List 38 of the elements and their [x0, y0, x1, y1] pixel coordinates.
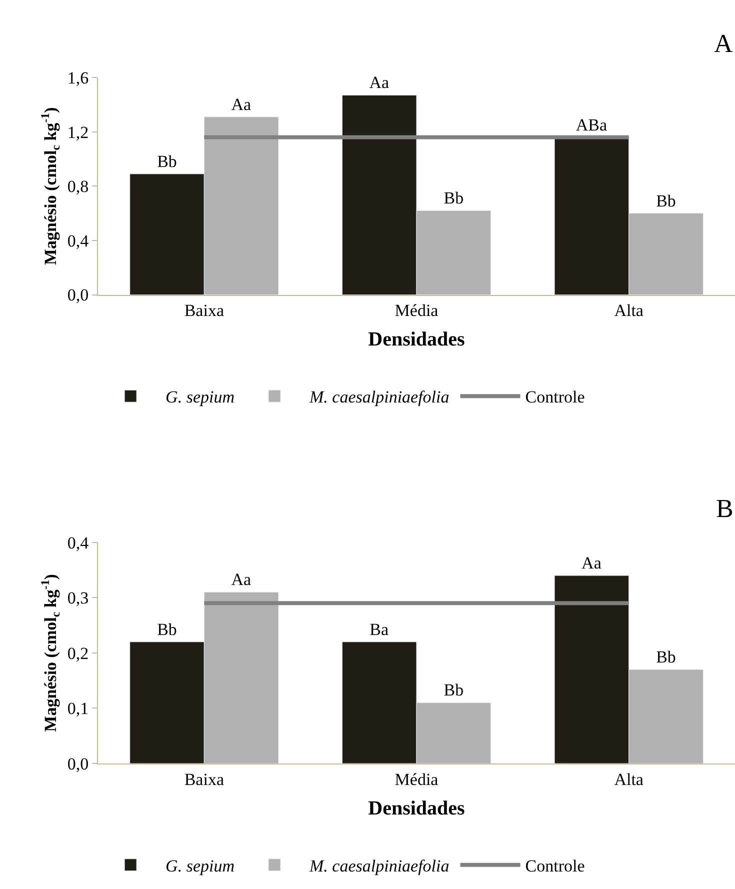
x-tick-label: Baixa: [184, 770, 224, 789]
data-label: Bb: [444, 680, 464, 700]
data-label: Bb: [656, 191, 676, 210]
legend-label: Controle: [525, 388, 585, 407]
data-label: Ba: [370, 620, 390, 639]
x-tick-label: Baixa: [184, 301, 224, 320]
data-label: Aa: [231, 570, 252, 590]
legend-label: G. sepium: [166, 388, 235, 407]
x-tick-label: Média: [394, 770, 439, 789]
data-label: Bb: [444, 188, 464, 208]
chart-title: A: [714, 29, 733, 58]
data-label: Bb: [656, 648, 676, 667]
y-tick-label: 0,0: [67, 754, 89, 774]
data-label: Bb: [157, 152, 177, 171]
data-label: Aa: [369, 73, 390, 92]
data-label: ABa: [576, 115, 608, 134]
x-tick-label: Alta: [614, 770, 644, 789]
x-axis-title: Densidades: [368, 797, 466, 820]
legend-label: M. caesalpiniaefolia: [308, 388, 450, 407]
legend-label: Controle: [525, 856, 585, 876]
y-tick-label: 0,4: [67, 533, 90, 552]
legend-label: G. sepium: [166, 856, 235, 876]
legend-label: M. caesalpiniaefolia: [308, 856, 450, 876]
y-tick-label: 0,3: [67, 588, 89, 608]
data-label: Bb: [157, 620, 177, 639]
y-tick-label: 0,8: [67, 177, 89, 196]
x-tick-label: Média: [394, 301, 439, 320]
x-axis-title: Densidades: [368, 328, 466, 351]
chart-title: B: [716, 494, 734, 523]
y-tick-label: 1,6: [67, 68, 89, 88]
y-tick-label: 0,2: [67, 644, 89, 663]
y-tick-label: 0,0: [67, 286, 89, 305]
y-tick-label: 0,4: [67, 231, 90, 250]
y-tick-label: 1,2: [67, 122, 89, 142]
data-label: Aa: [582, 554, 602, 573]
data-label: Aa: [231, 94, 252, 114]
x-tick-label: Alta: [614, 301, 644, 320]
y-tick-label: 0,1: [67, 699, 89, 718]
